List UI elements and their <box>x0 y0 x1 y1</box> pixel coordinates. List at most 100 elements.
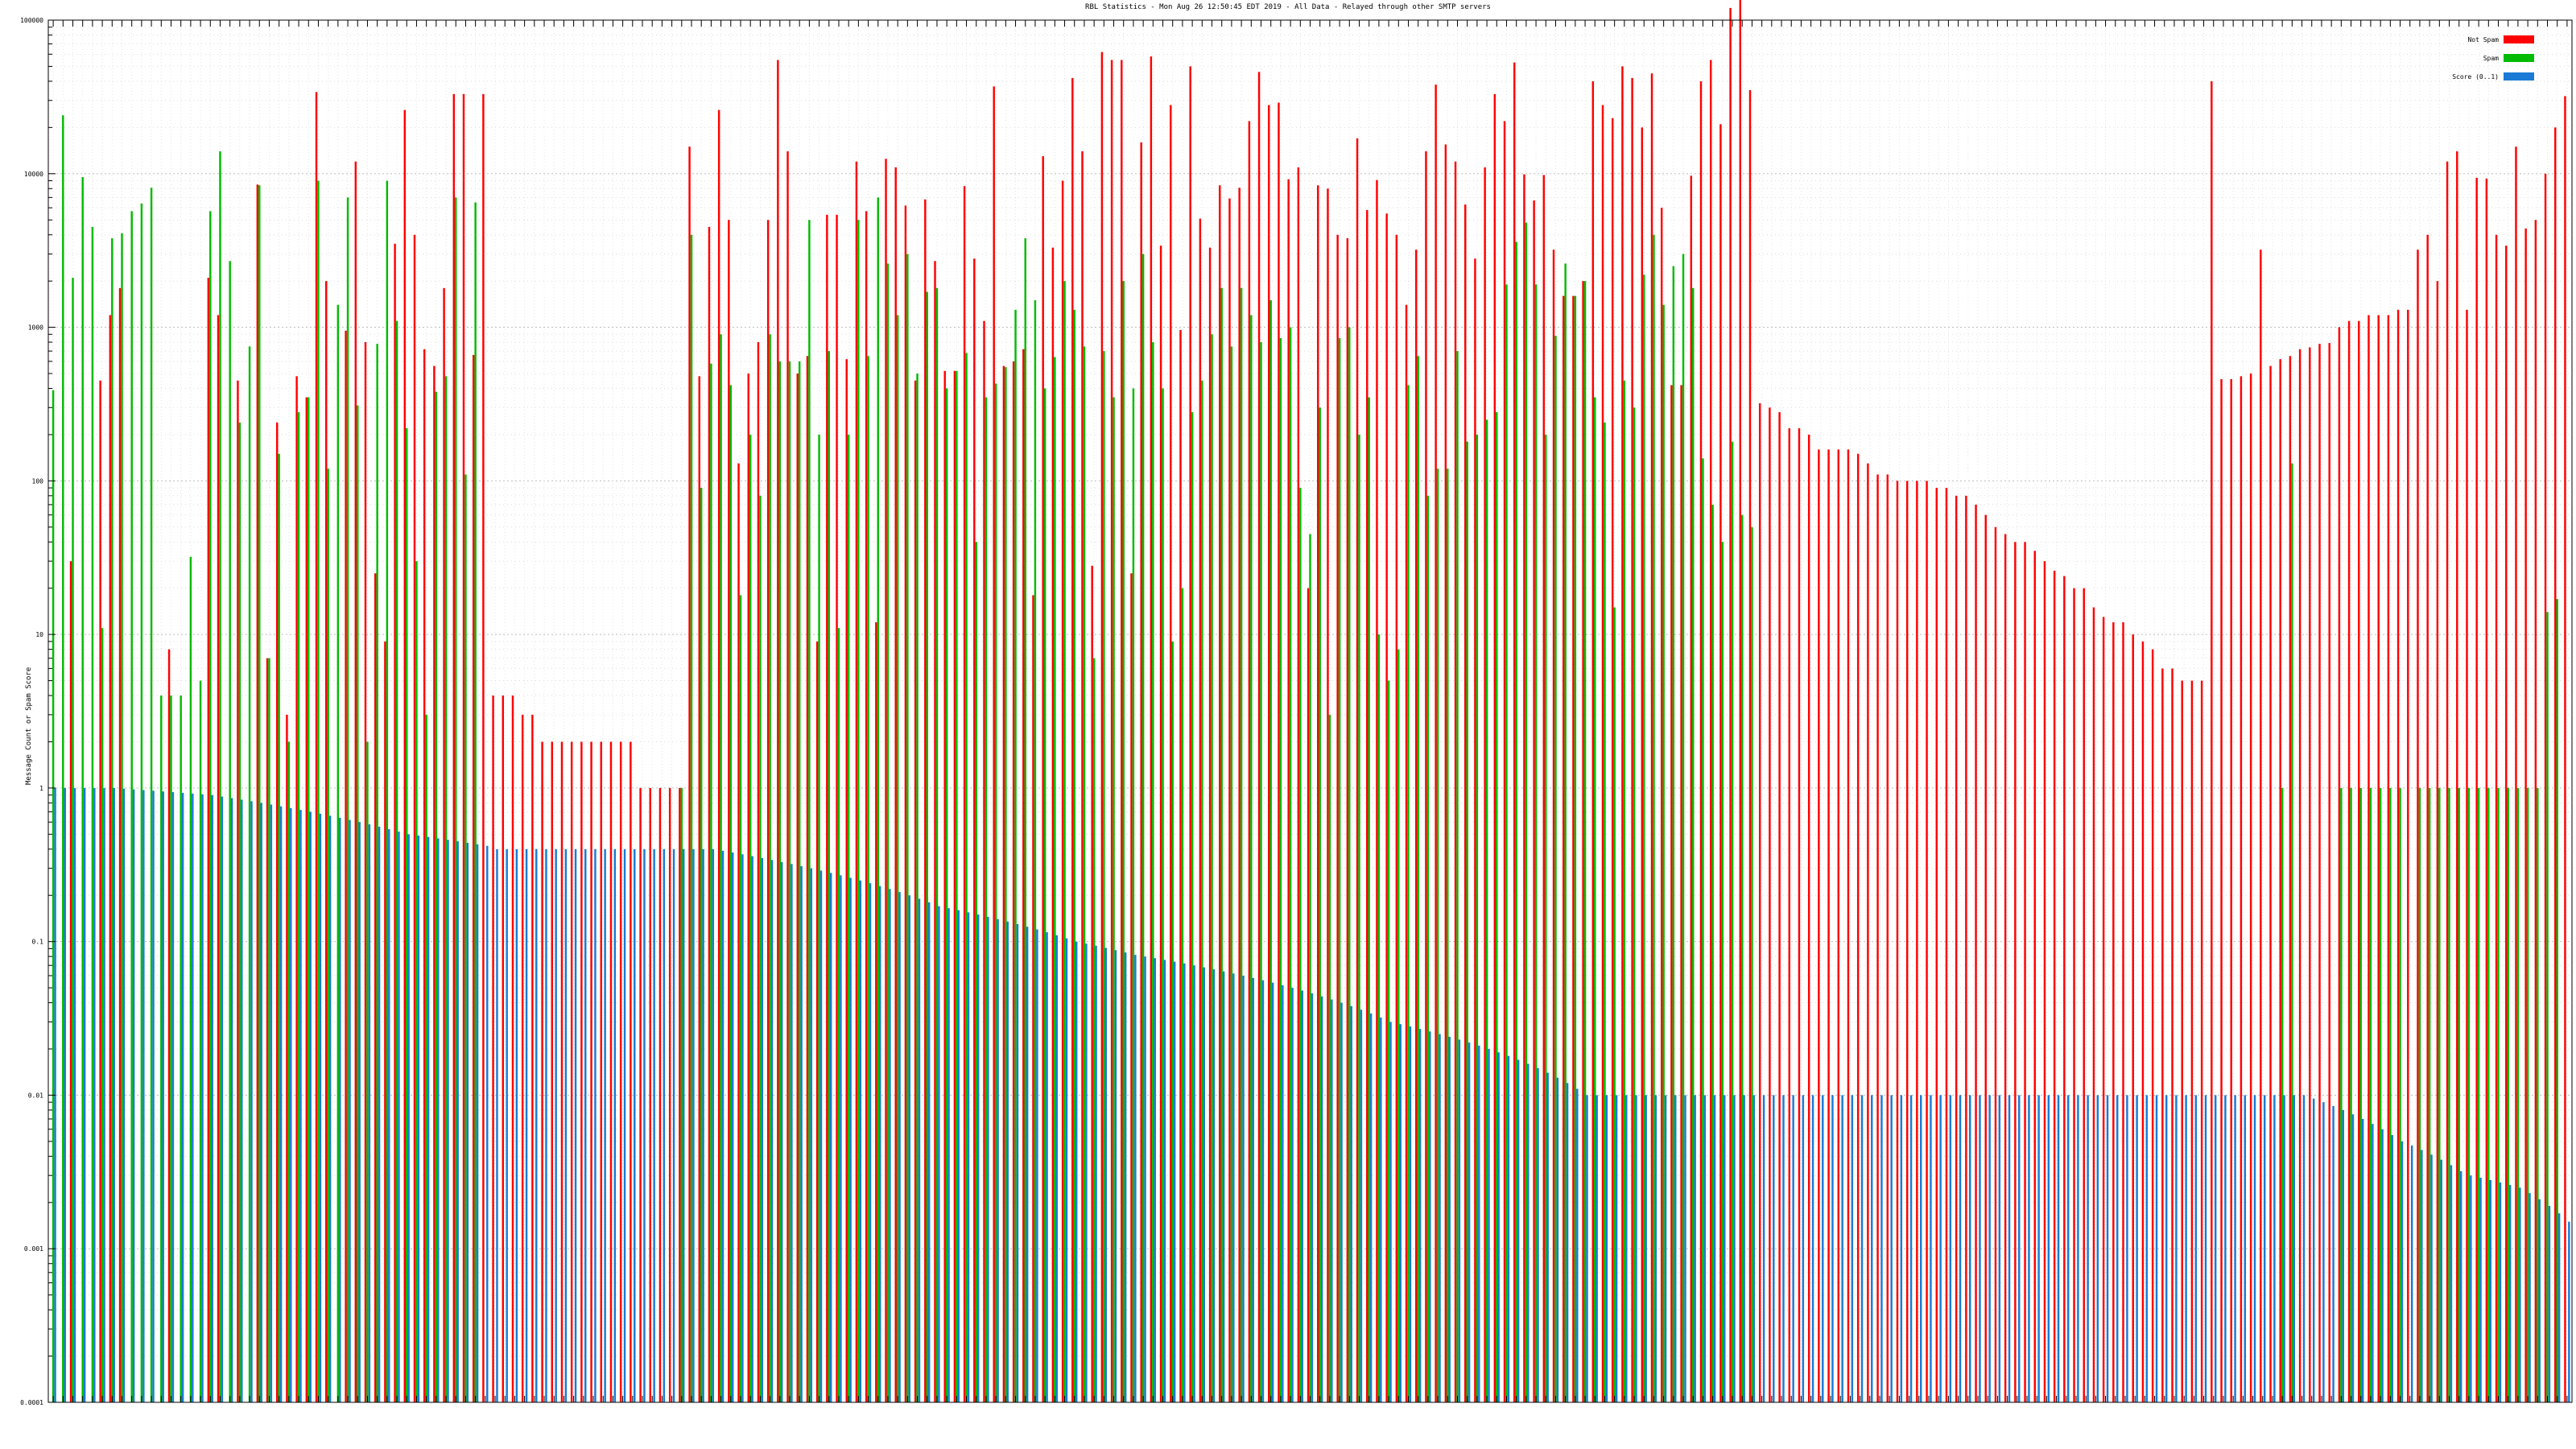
not-spam-bar <box>2358 320 2360 1402</box>
score-bar <box>712 848 715 1402</box>
spam-bar <box>2369 787 2372 1402</box>
spam-bar <box>847 434 850 1402</box>
not-spam-bar <box>717 109 720 1403</box>
spam-bar <box>62 115 64 1403</box>
not-spam-bar <box>1905 481 1909 1402</box>
spam-bar <box>170 696 172 1402</box>
not-spam-bar <box>1818 449 1820 1402</box>
not-spam-bar <box>403 109 407 1403</box>
not-spam-bar <box>865 211 868 1403</box>
spam-bar <box>1426 495 1430 1402</box>
not-spam-bar <box>1435 85 1437 1402</box>
score-bar <box>515 848 518 1402</box>
not-spam-bar <box>1100 52 1104 1403</box>
spam-bar <box>1583 281 1587 1402</box>
score-bar <box>1271 982 1274 1402</box>
not-spam-bar <box>845 359 848 1402</box>
not-spam-bar <box>502 696 505 1402</box>
score-bar <box>270 804 273 1402</box>
not-spam-bar <box>2200 680 2203 1402</box>
not-spam-bar <box>1317 185 1319 1403</box>
score-bar <box>1959 1095 1962 1402</box>
spam-bar <box>2537 787 2539 1402</box>
not-spam-bar <box>354 161 357 1402</box>
not-spam-bar <box>934 261 936 1402</box>
spam-bar <box>366 741 369 1402</box>
not-spam-bar <box>619 741 622 1402</box>
not-spam-bar <box>1660 208 1663 1403</box>
not-spam-bar <box>1945 488 1948 1402</box>
spam-bar <box>1220 287 1223 1402</box>
not-spam-bar <box>1601 105 1604 1403</box>
score-bar <box>1654 1095 1657 1402</box>
not-spam-bar <box>1081 151 1084 1402</box>
not-spam-bar <box>305 397 308 1402</box>
not-spam-bar <box>1739 0 1742 1403</box>
not-spam-bar <box>1563 295 1565 1402</box>
score-bar <box>1075 941 1078 1402</box>
spam-bar <box>376 344 378 1402</box>
not-spam-bar <box>345 330 347 1402</box>
score-bar <box>358 822 361 1402</box>
score-bar <box>957 910 960 1402</box>
not-spam-bar <box>2033 551 2036 1402</box>
spam-bar <box>1466 441 1468 1402</box>
not-spam-bar <box>836 214 838 1403</box>
y-tick-label: 0.001 <box>24 1245 43 1253</box>
score-bar <box>643 848 646 1402</box>
score-bar <box>1497 1052 1500 1402</box>
not-spam-bar <box>1208 247 1212 1402</box>
not-spam-bar <box>2347 320 2351 1402</box>
not-spam-bar <box>167 649 171 1402</box>
score-bar <box>447 840 449 1402</box>
not-spam-bar <box>2260 250 2262 1403</box>
score-bar <box>1939 1095 1942 1402</box>
score-bar <box>349 819 351 1402</box>
not-spam-bar <box>737 463 740 1402</box>
score-bar <box>1762 1095 1765 1402</box>
spam-bar <box>1397 649 1400 1402</box>
score-bar <box>1409 1026 1412 1402</box>
not-spam-bar <box>885 159 887 1402</box>
spam-bar <box>1122 281 1125 1402</box>
not-spam-bar <box>2328 343 2330 1403</box>
spam-bar <box>1260 342 1262 1402</box>
not-spam-bar <box>1552 250 1555 1403</box>
not-spam-bar <box>2043 561 2046 1402</box>
score-bar <box>1880 1095 1883 1402</box>
score-bar <box>908 895 911 1402</box>
score-bar <box>230 798 233 1402</box>
score-bar <box>279 806 283 1402</box>
not-spam-bar <box>433 365 436 1403</box>
not-spam-bar <box>2141 641 2145 1402</box>
not-spam-bar <box>1228 198 1231 1402</box>
score-bar <box>339 817 341 1402</box>
score-bar <box>1183 963 1186 1402</box>
not-spam-bar <box>679 787 681 1402</box>
not-spam-bar <box>2289 356 2292 1402</box>
not-spam-bar <box>2004 534 2007 1402</box>
not-spam-bar <box>1994 526 1997 1402</box>
not-spam-bar <box>1061 180 1064 1402</box>
score-bar <box>623 848 626 1402</box>
spam-bar <box>1721 542 1724 1402</box>
score-bar <box>1684 1095 1686 1402</box>
not-spam-bar <box>551 741 553 1402</box>
spam-bar <box>435 391 438 1403</box>
not-spam-bar <box>1268 105 1270 1403</box>
not-spam-bar <box>609 741 613 1402</box>
not-spam-bar <box>1513 62 1516 1403</box>
spam-bar <box>238 422 242 1402</box>
not-spam-bar <box>511 696 514 1402</box>
not-spam-bar <box>668 787 671 1402</box>
legend-label: Spam <box>2483 55 2499 62</box>
not-spam-bar <box>1926 481 1928 1402</box>
not-spam-bar <box>1641 127 1644 1403</box>
y-tick-label: 0.1 <box>32 939 44 946</box>
score-bar <box>162 791 164 1402</box>
score-bar <box>2067 1095 2070 1402</box>
not-spam-bar <box>1219 185 1221 1403</box>
not-spam-bar <box>757 342 760 1402</box>
not-spam-bar <box>953 370 956 1402</box>
score-bar <box>1046 932 1048 1402</box>
